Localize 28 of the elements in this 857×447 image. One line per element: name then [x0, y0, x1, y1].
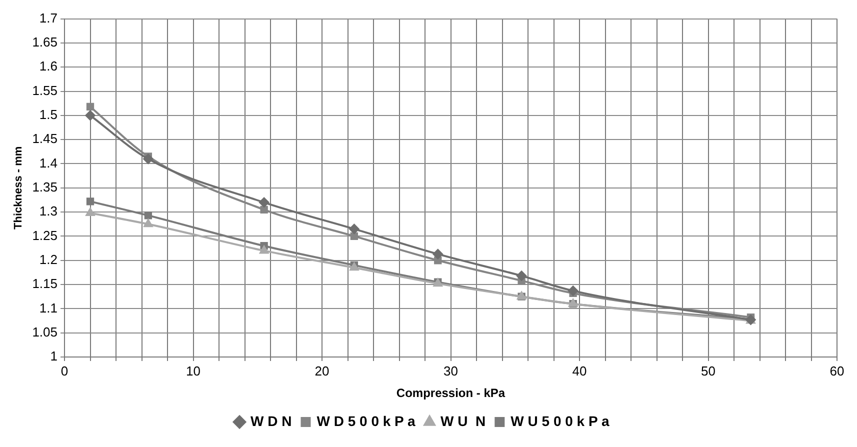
y-tick-label: 1.6 — [39, 58, 58, 74]
y-tick-label: 1.3 — [39, 204, 58, 219]
legend-label: W U 5 0 0 k P a — [510, 412, 610, 429]
legend-label: W D N — [250, 412, 292, 429]
y-tick-label: 1.05 — [32, 324, 58, 340]
y-tick-label: 1.65 — [32, 34, 58, 50]
y-tick-label: 1.35 — [32, 179, 58, 194]
y-tick-label: 1.45 — [32, 131, 58, 146]
y-tick-label: 1.7 — [39, 10, 58, 26]
y-tick-label: 1.1 — [39, 300, 58, 316]
x-tick-label: 50 — [701, 363, 716, 378]
legend-label: W U N — [440, 412, 486, 429]
y-tick-label: 1.2 — [39, 252, 58, 267]
y-axis-title: Thickness - mm — [12, 146, 25, 230]
y-tick-label: 1.5 — [39, 107, 58, 122]
x-tick-label: 10 — [186, 363, 200, 378]
x-tick-label: 0 — [60, 363, 68, 378]
x-tick-label: 20 — [314, 363, 330, 378]
y-tick-label: 1 — [50, 348, 58, 364]
legend-label: W D 5 0 0 k P a — [316, 412, 416, 429]
x-tick-label: 30 — [444, 363, 458, 378]
x-axis-title: Compression - kPa — [396, 386, 506, 400]
y-tick-label: 1.15 — [32, 276, 58, 292]
x-tick-label: 60 — [830, 363, 844, 378]
x-tick-label: 40 — [572, 363, 587, 378]
y-tick-label: 1.55 — [32, 82, 58, 98]
y-tick-label: 1.25 — [32, 228, 58, 243]
y-tick-label: 1.4 — [39, 155, 58, 170]
